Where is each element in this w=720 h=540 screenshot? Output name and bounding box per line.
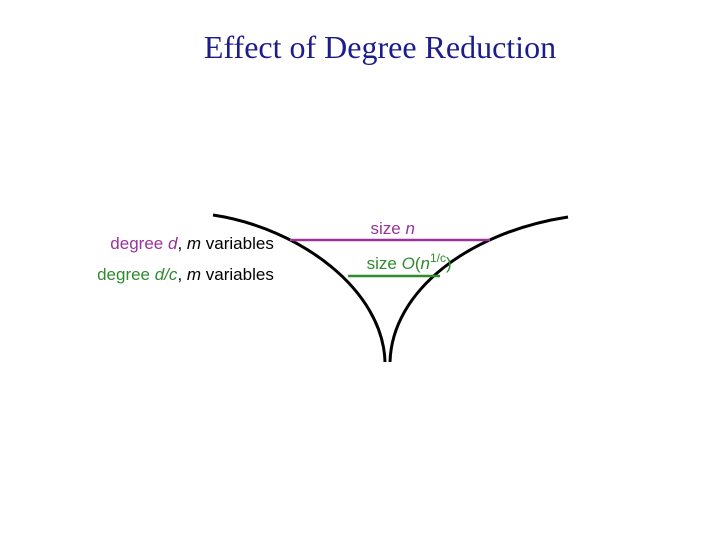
title: Effect of Degree Reduction bbox=[204, 29, 556, 65]
left-label: degree d/c, m variables bbox=[73, 265, 288, 284]
label-part: , bbox=[177, 234, 186, 253]
right-label: size n bbox=[347, 219, 429, 238]
label-part: size bbox=[371, 219, 406, 238]
label-part: n bbox=[421, 254, 430, 273]
label-part: , bbox=[177, 265, 186, 284]
label-part: m bbox=[187, 234, 201, 253]
label-part: m bbox=[187, 265, 201, 284]
label-part: variables bbox=[201, 265, 274, 284]
label-part: d/c bbox=[155, 265, 178, 284]
label-part: d bbox=[168, 234, 178, 253]
label-part: degree bbox=[97, 265, 155, 284]
left-label: degree d, m variables bbox=[87, 234, 288, 253]
label-part: 1/c bbox=[430, 251, 446, 265]
label-part: degree bbox=[110, 234, 168, 253]
label-part: n bbox=[405, 219, 414, 238]
right-label: size O(n1/c) bbox=[343, 251, 466, 273]
label-part: O bbox=[402, 254, 415, 273]
label-part: ) bbox=[446, 254, 452, 273]
label-part: variables bbox=[201, 234, 274, 253]
label-part: ( bbox=[415, 254, 421, 273]
label-part: size bbox=[367, 254, 402, 273]
right-curve bbox=[388, 215, 569, 363]
left-curve bbox=[212, 213, 387, 363]
